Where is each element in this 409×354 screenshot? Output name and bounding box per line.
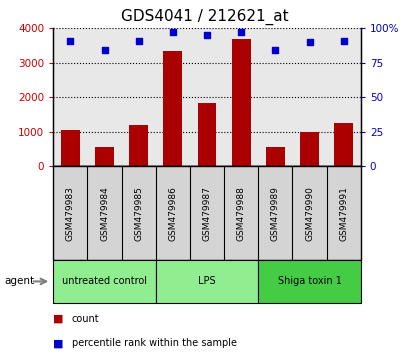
Text: Shiga toxin 1: Shiga toxin 1 [277, 276, 341, 286]
Text: GSM479983: GSM479983 [66, 186, 75, 241]
Point [306, 39, 312, 45]
Text: GSM479991: GSM479991 [338, 186, 347, 241]
Bar [61, 130, 80, 166]
Point [135, 38, 142, 44]
Text: GSM479989: GSM479989 [270, 186, 279, 241]
Bar [129, 125, 148, 166]
Text: GSM479987: GSM479987 [202, 186, 211, 241]
Bar [95, 147, 114, 166]
Point [203, 32, 210, 38]
Bar [333, 123, 352, 166]
Text: GSM479988: GSM479988 [236, 186, 245, 241]
Text: agent: agent [4, 276, 34, 286]
Point [101, 47, 108, 53]
Bar [265, 147, 284, 166]
Text: count: count [72, 314, 99, 324]
Bar [163, 51, 182, 166]
Point [272, 47, 278, 53]
Bar [231, 39, 250, 166]
Point [169, 30, 176, 35]
Text: GSM479990: GSM479990 [304, 186, 313, 241]
Text: GSM479984: GSM479984 [100, 186, 109, 241]
Point [237, 30, 244, 35]
Text: ■: ■ [53, 314, 64, 324]
Text: GSM479986: GSM479986 [168, 186, 177, 241]
Text: LPS: LPS [198, 276, 215, 286]
Bar [299, 132, 318, 166]
Bar [197, 103, 216, 166]
Text: GSM479985: GSM479985 [134, 186, 143, 241]
Point [339, 38, 346, 44]
Text: GDS4041 / 212621_at: GDS4041 / 212621_at [121, 9, 288, 25]
Text: percentile rank within the sample: percentile rank within the sample [72, 338, 236, 348]
Point [67, 38, 74, 44]
Text: ■: ■ [53, 338, 64, 348]
Text: untreated control: untreated control [62, 276, 147, 286]
